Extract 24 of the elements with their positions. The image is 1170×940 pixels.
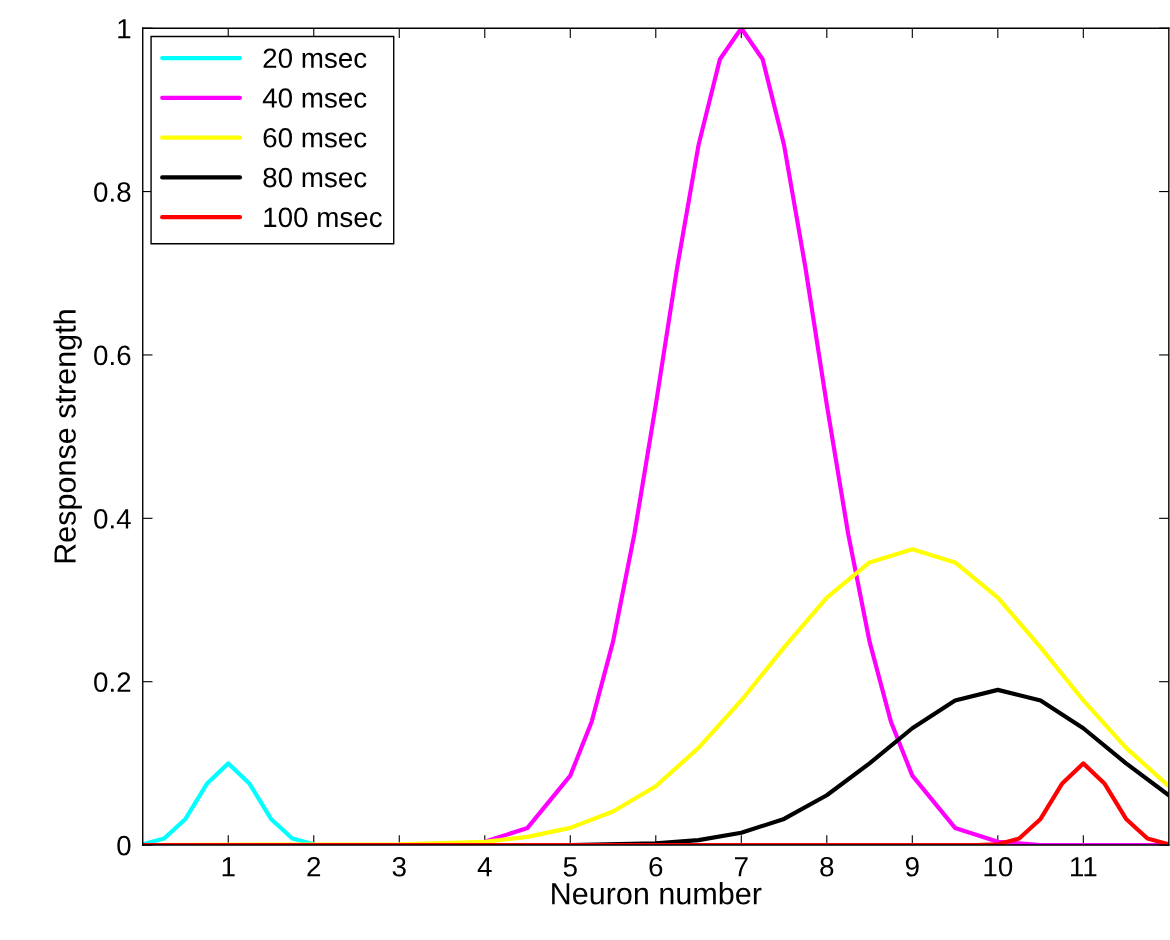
x-tick-label: 7 xyxy=(734,857,748,877)
y-tick-label: 1 xyxy=(118,19,131,39)
x-tick-label: 2 xyxy=(307,856,321,877)
x-axis-title: Neuron number xyxy=(552,882,762,905)
legend-label: 80 msec xyxy=(263,167,367,188)
x-tick-label: 5 xyxy=(563,857,577,877)
x-tick-label: 6 xyxy=(649,856,663,877)
x-tick-label: 9 xyxy=(905,856,919,877)
x-tick-label: 8 xyxy=(820,856,834,877)
y-tick-label: 0.8 xyxy=(94,182,131,202)
y-tick-label: 0.2 xyxy=(94,672,131,693)
x-tick-label: 11 xyxy=(1071,857,1097,877)
legend-label: 20 msec xyxy=(263,48,367,69)
x-tick-label: 4 xyxy=(477,857,492,877)
legend-label: 100 msec xyxy=(264,207,382,228)
legend-label: 40 msec xyxy=(262,88,367,108)
x-tick-label: 3 xyxy=(392,856,406,877)
x-tick-label: 10 xyxy=(984,856,1013,877)
x-tick-label: 1 xyxy=(222,857,235,877)
y-tick-label: 0.4 xyxy=(94,508,131,529)
legend-label: 60 msec xyxy=(263,127,367,148)
y-axis-title: Response strength xyxy=(53,310,82,563)
y-tick-label: 0 xyxy=(117,835,131,856)
y-tick-label: 0.6 xyxy=(94,345,131,366)
